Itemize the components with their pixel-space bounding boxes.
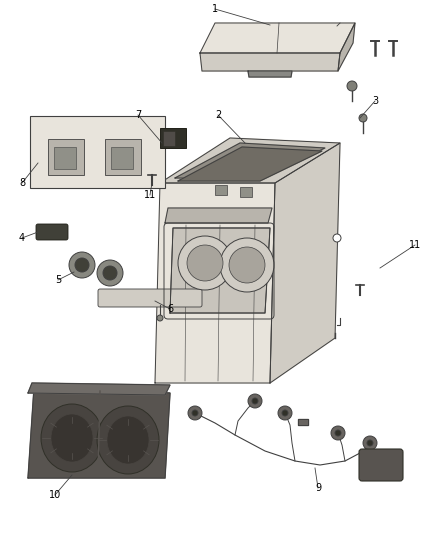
Text: 3: 3 [372, 96, 378, 106]
Circle shape [97, 260, 123, 286]
Circle shape [331, 426, 345, 440]
Text: 11: 11 [409, 240, 421, 250]
Circle shape [347, 81, 357, 91]
Polygon shape [175, 143, 325, 178]
Circle shape [248, 394, 262, 408]
Circle shape [359, 114, 367, 122]
Polygon shape [200, 53, 340, 71]
Bar [48, 139, 84, 175]
Polygon shape [28, 388, 170, 478]
Polygon shape [200, 23, 355, 53]
FancyBboxPatch shape [36, 224, 68, 240]
Polygon shape [170, 228, 270, 313]
Text: 6: 6 [167, 304, 173, 314]
Ellipse shape [107, 416, 149, 464]
Text: 9: 9 [315, 483, 321, 493]
FancyBboxPatch shape [98, 289, 202, 307]
Bar [215, 185, 227, 195]
Circle shape [103, 266, 117, 280]
Bar [163, 131, 175, 146]
Text: 11: 11 [144, 190, 156, 200]
Ellipse shape [97, 406, 159, 474]
Text: 4: 4 [19, 233, 25, 243]
Bar [240, 187, 252, 197]
Circle shape [157, 315, 163, 321]
Text: 5: 5 [55, 275, 61, 285]
Ellipse shape [229, 247, 265, 283]
Circle shape [333, 234, 341, 242]
Circle shape [252, 398, 258, 404]
Polygon shape [248, 71, 292, 77]
Circle shape [188, 406, 202, 420]
Ellipse shape [220, 238, 274, 292]
Ellipse shape [178, 236, 232, 290]
Circle shape [363, 436, 377, 450]
Circle shape [282, 410, 288, 416]
Bar [105, 139, 141, 175]
Polygon shape [160, 138, 340, 183]
Polygon shape [165, 208, 272, 223]
Ellipse shape [41, 404, 103, 472]
Bar [160, 128, 186, 148]
Ellipse shape [187, 245, 223, 281]
Bar [30, 116, 165, 188]
Circle shape [367, 440, 373, 446]
FancyBboxPatch shape [359, 449, 403, 481]
Text: 10: 10 [49, 490, 61, 500]
Polygon shape [338, 23, 355, 71]
Circle shape [69, 252, 95, 278]
Text: 2: 2 [215, 110, 221, 120]
Circle shape [192, 410, 198, 416]
Bar [54, 147, 76, 169]
Polygon shape [28, 383, 170, 395]
Polygon shape [178, 147, 322, 181]
Ellipse shape [51, 414, 93, 462]
Polygon shape [298, 419, 308, 425]
Circle shape [335, 430, 341, 436]
Circle shape [278, 406, 292, 420]
Polygon shape [270, 143, 340, 383]
Text: 1: 1 [212, 4, 218, 14]
Text: 8: 8 [19, 178, 25, 188]
Text: 7: 7 [135, 110, 141, 120]
Polygon shape [155, 183, 275, 383]
Bar [111, 147, 133, 169]
Circle shape [75, 258, 89, 272]
